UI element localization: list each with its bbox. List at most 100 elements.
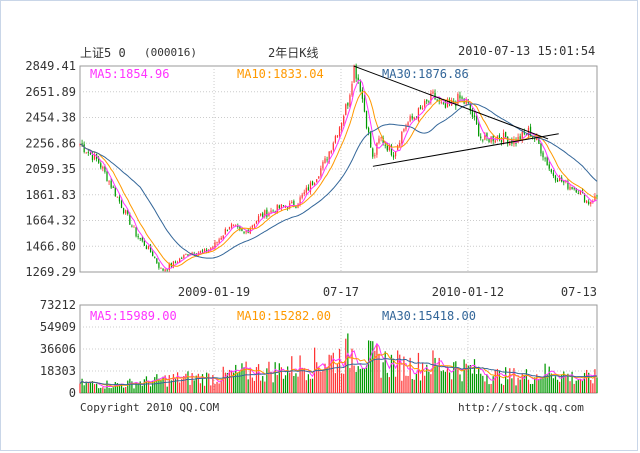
candle bbox=[490, 136, 492, 144]
volume-bar bbox=[154, 377, 156, 393]
candle-body bbox=[135, 227, 137, 237]
candle-body bbox=[461, 97, 463, 99]
candle bbox=[411, 113, 413, 121]
volume-bar bbox=[540, 378, 542, 393]
candle-body bbox=[125, 210, 127, 214]
candle-body bbox=[241, 228, 243, 232]
candle-body bbox=[212, 246, 214, 249]
candle bbox=[442, 102, 444, 105]
volume-bar bbox=[455, 361, 457, 393]
volume-bar bbox=[330, 355, 332, 393]
candle bbox=[455, 100, 457, 110]
site-url-link[interactable]: http://stock.qq.com bbox=[458, 401, 584, 414]
candle-body bbox=[127, 210, 129, 215]
volume-bar bbox=[384, 351, 386, 393]
volume-bar bbox=[332, 352, 334, 393]
volume-bar bbox=[326, 367, 328, 393]
candle bbox=[484, 132, 486, 141]
volume-bar bbox=[143, 379, 145, 393]
candle bbox=[226, 229, 229, 232]
volume-bar bbox=[249, 368, 251, 393]
volume-bar bbox=[305, 380, 307, 393]
volume-bar bbox=[430, 374, 432, 393]
candle-body bbox=[579, 190, 582, 195]
volume-bar bbox=[500, 383, 503, 393]
volume-bar bbox=[108, 387, 110, 393]
candle-body bbox=[482, 139, 484, 141]
candle bbox=[519, 133, 521, 141]
volume-bar bbox=[268, 361, 270, 393]
candle-body bbox=[268, 213, 270, 217]
candle-body bbox=[114, 186, 116, 197]
volume-bar bbox=[224, 372, 226, 393]
candle-body bbox=[434, 92, 436, 100]
ma-legend: MA5:1854.96 MA10:1833.04 MA30:1876.86 MA… bbox=[90, 67, 476, 323]
candle bbox=[403, 128, 405, 133]
candle-body bbox=[363, 98, 366, 112]
candle-body bbox=[546, 157, 548, 166]
volume-bar bbox=[532, 383, 534, 393]
candle-body bbox=[295, 206, 297, 209]
candle bbox=[343, 114, 345, 127]
candle bbox=[357, 74, 359, 84]
volume-bar bbox=[245, 361, 247, 393]
candle-body bbox=[544, 158, 546, 160]
candle-body bbox=[590, 201, 592, 204]
candle bbox=[201, 248, 204, 254]
candle-body bbox=[152, 251, 154, 257]
volume-bar bbox=[214, 383, 216, 393]
volume-bar bbox=[276, 375, 278, 393]
volume-bar bbox=[216, 381, 218, 393]
volume-bar bbox=[289, 373, 291, 393]
volume-bar bbox=[444, 371, 447, 393]
candle-body bbox=[507, 136, 509, 144]
candle bbox=[478, 120, 480, 137]
candle bbox=[93, 151, 96, 161]
volume-bar bbox=[166, 386, 168, 393]
volume-bar bbox=[272, 382, 274, 393]
volume-bar bbox=[264, 381, 266, 393]
volume-tick-label: 0 bbox=[69, 386, 76, 400]
candle-body bbox=[191, 252, 193, 255]
date-tick-label: 2009-01-19 bbox=[178, 285, 250, 299]
volume-bar bbox=[201, 374, 204, 393]
candle bbox=[152, 250, 154, 257]
volume-bar bbox=[496, 368, 498, 393]
candle bbox=[473, 112, 476, 121]
candle-body bbox=[106, 171, 108, 182]
lower-trendline bbox=[372, 133, 559, 167]
volume-bar bbox=[378, 353, 380, 393]
candle-body bbox=[370, 131, 372, 148]
candle-body bbox=[550, 169, 552, 173]
candle-body bbox=[446, 101, 449, 108]
volume-bar bbox=[114, 382, 116, 393]
volume-bar bbox=[295, 373, 297, 393]
candle bbox=[463, 97, 465, 105]
volume-bar bbox=[187, 371, 189, 393]
candle bbox=[249, 226, 251, 235]
candle-body bbox=[187, 254, 189, 256]
volume-bar bbox=[583, 372, 586, 393]
candle bbox=[316, 178, 318, 183]
candle bbox=[183, 254, 185, 260]
volume-bar bbox=[280, 367, 283, 393]
candle-body bbox=[324, 158, 326, 164]
candle bbox=[394, 151, 397, 160]
candle bbox=[330, 149, 332, 155]
candle bbox=[432, 89, 434, 95]
candle-body bbox=[465, 100, 467, 104]
candle bbox=[365, 110, 368, 130]
volume-bar bbox=[546, 374, 548, 393]
candle-body bbox=[131, 225, 133, 227]
volume-bar bbox=[299, 355, 301, 393]
date-tick-label: 07-17 bbox=[323, 285, 359, 299]
candle-body bbox=[426, 99, 428, 102]
volume-bar bbox=[388, 377, 390, 393]
candle bbox=[544, 156, 546, 162]
volume-bar bbox=[590, 380, 592, 393]
candle-body bbox=[488, 138, 490, 143]
candle bbox=[135, 226, 137, 238]
candle-body bbox=[162, 268, 164, 271]
candle bbox=[546, 155, 548, 166]
